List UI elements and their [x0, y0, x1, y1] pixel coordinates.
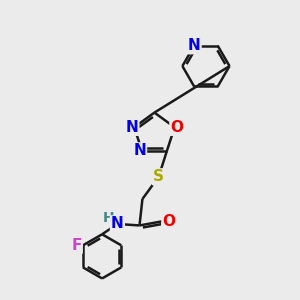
Text: N: N — [125, 120, 138, 135]
Text: H: H — [103, 211, 114, 224]
Text: S: S — [153, 169, 164, 184]
Text: N: N — [133, 143, 146, 158]
Text: O: O — [162, 214, 176, 229]
Text: N: N — [111, 217, 124, 232]
Text: F: F — [71, 238, 82, 253]
Text: O: O — [170, 120, 183, 135]
Text: N: N — [188, 38, 200, 53]
